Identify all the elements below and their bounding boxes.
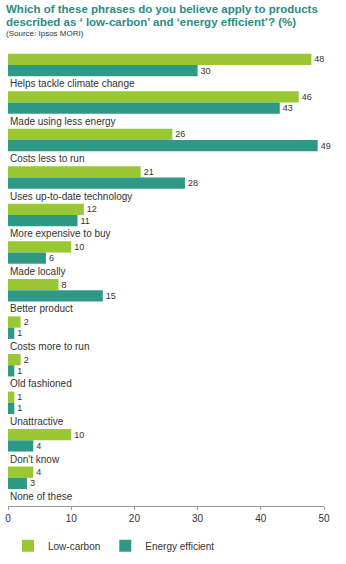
svg-text:Costs more to run: Costs more to run [10, 341, 89, 352]
svg-text:2: 2 [24, 355, 29, 365]
svg-text:Helps tackle climate change: Helps tackle climate change [10, 78, 135, 89]
svg-text:3: 3 [30, 478, 35, 488]
svg-text:More expensive to buy: More expensive to buy [10, 228, 111, 239]
svg-text:48: 48 [314, 54, 324, 64]
svg-text:15: 15 [106, 291, 116, 301]
svg-text:None of these: None of these [10, 491, 73, 502]
svg-text:1: 1 [17, 328, 22, 338]
svg-text:Low-carbon: Low-carbon [48, 541, 100, 552]
svg-text:11: 11 [81, 216, 90, 226]
svg-text:10: 10 [66, 513, 78, 524]
svg-text:Made using less energy: Made using less energy [10, 116, 116, 127]
svg-text:1: 1 [17, 392, 22, 402]
html-text:Which of these phrases do you: Which of these phrases do you believe ap… [6, 3, 318, 28]
svg-text:1: 1 [17, 366, 22, 376]
svg-text:8: 8 [62, 280, 67, 290]
svg-text:2: 2 [24, 317, 29, 327]
svg-text:Unattractive: Unattractive [10, 416, 64, 427]
svg-text:10: 10 [74, 430, 84, 440]
svg-text:Old fashioned: Old fashioned [10, 378, 72, 389]
svg-text:30: 30 [201, 66, 211, 76]
svg-text:Costs less to run: Costs less to run [10, 153, 84, 164]
svg-text:12: 12 [87, 204, 97, 214]
svg-text:28: 28 [188, 178, 198, 188]
svg-text:20: 20 [129, 513, 141, 524]
svg-text:Energy efficient: Energy efficient [145, 541, 214, 552]
svg-text:10: 10 [74, 242, 84, 252]
svg-text:50: 50 [318, 513, 330, 524]
svg-text:40: 40 [255, 513, 267, 524]
html-text:(Source: Ipsos MORI): (Source: Ipsos MORI) [6, 29, 84, 38]
svg-text:46: 46 [302, 92, 312, 102]
svg-text:6: 6 [49, 253, 54, 263]
svg-text:30: 30 [192, 513, 204, 524]
svg-text:21: 21 [144, 167, 154, 177]
svg-text:Don't know: Don't know [10, 454, 60, 465]
svg-text:4: 4 [36, 441, 41, 451]
svg-text:1: 1 [17, 403, 22, 413]
svg-text:Made locally: Made locally [10, 266, 66, 277]
svg-text:Better product: Better product [10, 303, 73, 314]
svg-text:0: 0 [5, 513, 11, 524]
svg-text:Uses up-to-date technology: Uses up-to-date technology [10, 191, 132, 202]
svg-text:26: 26 [175, 129, 185, 139]
svg-text:4: 4 [36, 467, 41, 477]
svg-text:43: 43 [283, 103, 293, 113]
svg-text:49: 49 [321, 141, 331, 151]
